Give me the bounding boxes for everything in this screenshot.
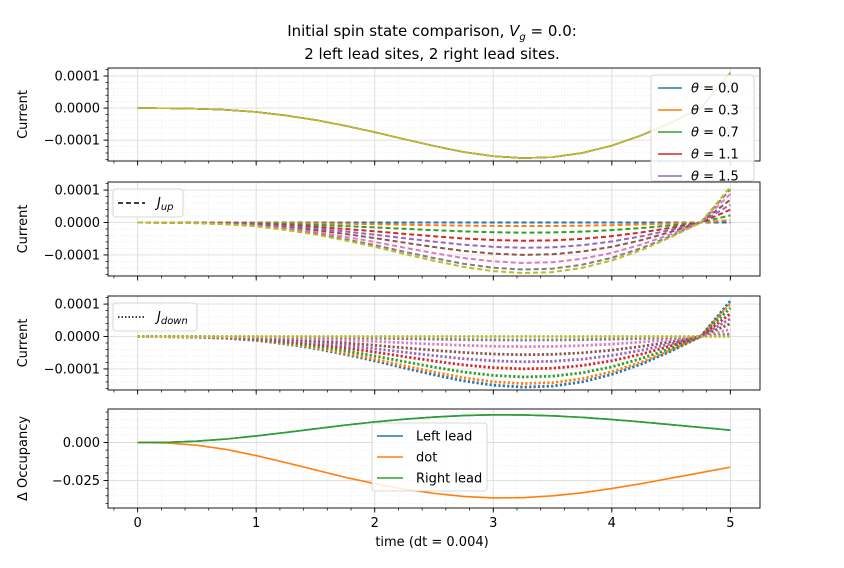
legend-label-theta: θ = 1.1: [691, 148, 739, 163]
x-tick-label: 4: [608, 516, 616, 531]
legend-label-theta: θ = 0.0: [691, 82, 739, 97]
x-tick-label: 5: [726, 516, 734, 531]
y-tick-label: −0.0001: [44, 134, 100, 149]
legend-j-down: Jdown: [112, 302, 198, 332]
y-tick-label: −0.0001: [44, 248, 100, 263]
y-axis-label: Current: [16, 319, 31, 368]
y-axis-label: Current: [16, 90, 31, 139]
chart-title-line1: Initial spin state comparison, Vg = 0.0:: [287, 22, 577, 43]
y-tick-label: 0.0001: [55, 184, 101, 199]
x-tick-label: 2: [371, 516, 379, 531]
x-tick-label: 3: [489, 516, 497, 531]
legend-label: dot: [416, 451, 437, 466]
legend-label: Jdown: [154, 310, 188, 327]
legend-label-theta: θ = 1.5: [691, 170, 739, 185]
chart-title-line2: 2 left lead sites, 2 right lead sites.: [304, 45, 560, 63]
occupancy-line-dot: [137, 441, 731, 499]
legend-label: Right lead: [416, 472, 482, 487]
subplot-2: −0.0001 0.0000 0.0001 Current Jup: [16, 181, 761, 281]
y-tick-label: −0.025: [52, 474, 100, 489]
subplot-4: 0 1 2 3 4 5 −0.025 0.000 Δ Occupancy Left lead dot…: [16, 408, 761, 531]
plot-area: [137, 72, 731, 159]
legend-box: [371, 422, 488, 492]
plot-area: [137, 186, 732, 275]
y-axis-label: Δ Occupancy: [16, 416, 31, 501]
legend-theta: θ = 0.0 θ = 0.3 θ = 0.7 θ = 1.1 θ = 1.5: [650, 74, 755, 185]
plot-area: [137, 413, 731, 499]
axes-frame: [107, 408, 761, 509]
y-tick-label: 0.0000: [55, 216, 101, 231]
legend-label: Left lead: [416, 430, 472, 445]
total-current-line-9: [137, 72, 731, 159]
subplot-3: −0.0001 0.0000 0.0001 Current Jdown: [16, 295, 761, 395]
y-tick-label: 0.0000: [55, 330, 101, 345]
subplot-1: −0.0001 0.0000 0.0001 Current θ = 0.0 θ = 0.3…: [16, 67, 761, 185]
occupancy-line-right-lead: [137, 413, 731, 444]
legend-box: [112, 188, 184, 218]
plot-area: [137, 299, 732, 389]
j-up-line-9: [137, 186, 732, 275]
legend-label: Jup: [154, 196, 174, 213]
legend-label-theta: θ = 0.3: [691, 104, 739, 119]
legend-occupancy: Left lead dot Right lead: [371, 422, 488, 492]
y-tick-label: 0.000: [63, 436, 100, 451]
y-axis-label: Current: [16, 205, 31, 254]
y-tick-label: −0.0001: [44, 362, 100, 377]
legend-j-up: Jup: [112, 188, 184, 218]
y-tick-label: 0.0001: [55, 70, 101, 85]
y-tick-label: 0.0001: [55, 298, 101, 313]
legend-box: [112, 302, 198, 332]
x-tick-label: 0: [133, 516, 141, 531]
legend-label-theta: θ = 0.7: [691, 126, 739, 141]
x-axis-label: time (dt = 0.004): [375, 535, 488, 550]
y-tick-label: 0.0000: [55, 102, 101, 117]
x-tick-label: 1: [252, 516, 260, 531]
